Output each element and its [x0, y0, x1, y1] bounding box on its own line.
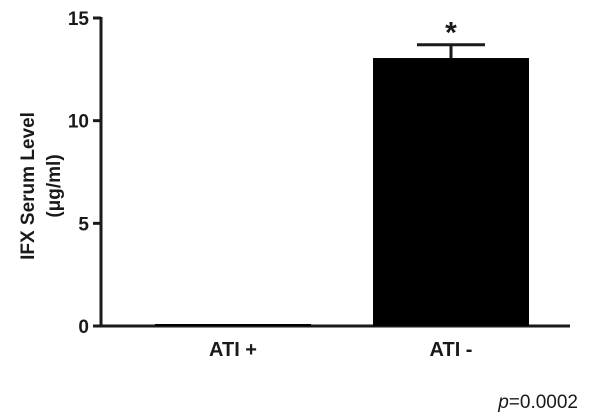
y-axis-title-line2: (μg/ml): [44, 154, 65, 217]
y-tick-label: 5: [78, 214, 89, 235]
y-tick-label: 0: [78, 317, 89, 338]
p-value-footnote: p=0.0002: [498, 392, 578, 414]
y-tick-label: 10: [68, 112, 89, 133]
labels: 0 5 10 15 ATI + * ATI -: [68, 9, 473, 361]
bar: [373, 58, 529, 326]
x-category-label: ATI +: [209, 339, 257, 361]
y-axis-title-line1: IFX Serum Level: [18, 112, 39, 260]
p-symbol: p: [498, 392, 509, 413]
bar-chart: 0 5 10 15 ATI + * ATI - IFX Serum Level (μg/ml…: [18, 9, 570, 361]
bar: [155, 324, 311, 326]
bars: [155, 43, 529, 326]
x-category-label: ATI -: [430, 339, 473, 361]
p-value-text: =0.0002: [508, 392, 578, 413]
y-tick-label: 15: [68, 9, 90, 30]
significance-marker: *: [445, 17, 457, 50]
